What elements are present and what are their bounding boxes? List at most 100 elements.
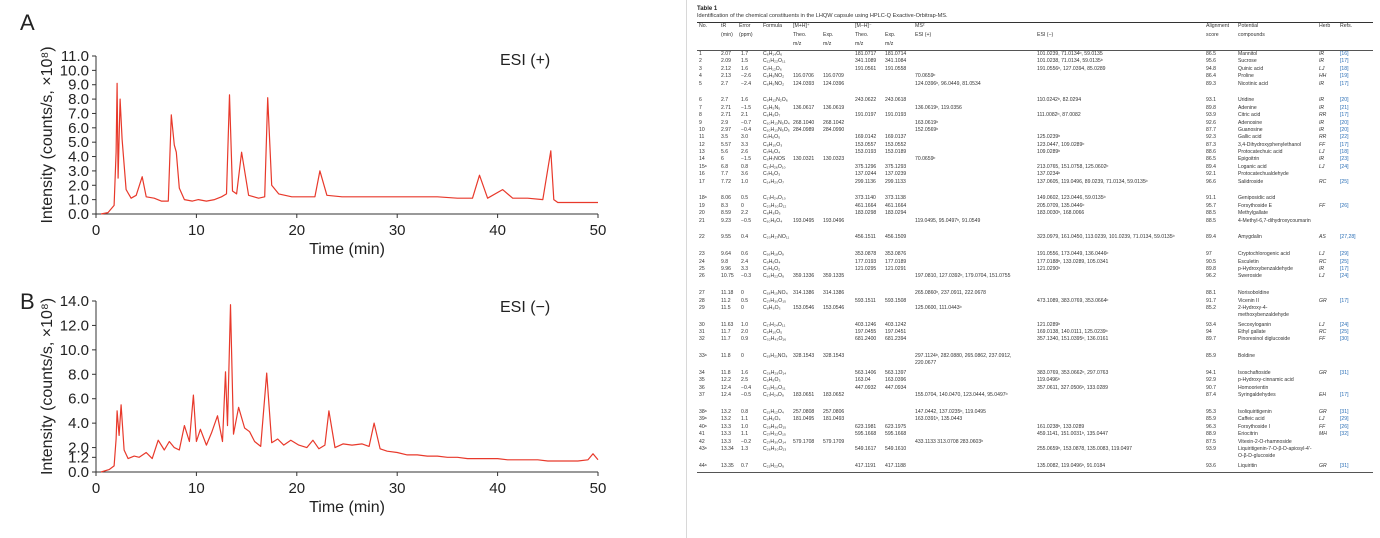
row-theo-neg: 191.0561 [855, 65, 877, 72]
row-compound: Protocatechuic acid [1238, 149, 1283, 156]
row-no: 34 [699, 370, 705, 377]
table-row: 10 2.97 −0.4 C₁₀H₁₃N₅O₅ 284.0989 284.0990 152.… [697, 127, 1373, 134]
row-herb: RC [1319, 178, 1327, 185]
row-ms2-neg: 383.0769, 353.0662ᵇ, 297.0763 [1037, 370, 1109, 377]
row-score: 89.8 [1206, 104, 1216, 111]
table-header-row-2: (min) (ppm) Theo. Exp. Theo. Exp. ESI (+… [697, 32, 1373, 41]
row-compound: Caffeic acid [1238, 416, 1265, 423]
row-tr: 13.3 [721, 431, 731, 438]
row-score: 91.1 [1206, 195, 1216, 202]
row-herb: IR [1319, 80, 1325, 87]
row-theo-neg: 447.0932 [855, 384, 877, 391]
row-error: 1.0 [741, 178, 749, 185]
row-ref: [29] [1340, 416, 1349, 423]
row-error: 0 [741, 353, 744, 360]
row-score: 93.6 [1206, 462, 1216, 469]
row-error: −0.7 [741, 119, 752, 126]
row-error: 0.4 [741, 234, 749, 241]
table-row: 34 11.8 1.6 C₂₆H₂₈O₁₄ 563.1406 563.1397 383.07… [697, 370, 1373, 377]
row-theo-pos: 328.1543 [793, 353, 815, 360]
row-exp-pos: 116.0709 [823, 73, 844, 80]
row-exp-pos: 124.0396 [823, 80, 845, 87]
row-error: −0.4 [741, 126, 752, 133]
row-tr: 3.5 [721, 134, 729, 141]
table-top-rule [697, 22, 1373, 23]
y-axis-label: Intensity (counts/s, ×10⁸) [39, 46, 56, 223]
row-formula: C₂₆H₂₈O₁₄ [763, 370, 787, 377]
ionization-mode-label: ESI (+) [500, 52, 550, 69]
row-compound: Uridine [1238, 97, 1255, 104]
row-formula: C₉H₁₀O₅ [763, 329, 783, 336]
row-ms2-neg: 191.0556, 173.0449, 136.0446ᵇ [1037, 251, 1109, 258]
row-compound: p-Hydroxy-cinnamic acid [1238, 377, 1294, 384]
row-theo-neg: 153.0557 [855, 141, 877, 148]
row-error: 1.5 [741, 58, 749, 65]
row-formula: C₂₁H₂₂O₉ [763, 462, 784, 469]
table-row: 39ᵃ 13.2 1.1 C₉H₈O₄ 181.0495 181.0493 163.0391… [697, 416, 1373, 423]
row-no: 9 [699, 119, 702, 126]
row-exp-neg: 243.0618 [885, 97, 907, 104]
row-no: 17 [699, 178, 705, 185]
row-theo-neg: 299.1136 [855, 178, 876, 185]
row-score: 93.9 [1206, 445, 1216, 452]
x-tick-label: 30 [389, 480, 406, 497]
row-score: 94 [1206, 329, 1212, 336]
y-tick-label: 0.0 [68, 464, 89, 481]
row-error: 0.9 [741, 336, 749, 343]
table-row: 6 2.7 1.6 C₉H₁₂N₂O₆ 243.0622 243.0618 110.0242… [697, 97, 1373, 104]
y-tick-label: 8.0 [68, 91, 89, 108]
row-compound: Cryptochlorogenic acid [1238, 251, 1290, 258]
row-tr: 11.2 [721, 297, 731, 304]
table-row: 20 8.59 2.2 C₈H₈O₅ 183.0298 183.0294 183.0030ᵇ… [697, 210, 1373, 217]
row-herb: LJ [1319, 149, 1325, 156]
row-formula: C₂₉H₃₆O₁₅ [763, 423, 787, 430]
row-herb: IR [1319, 156, 1325, 163]
row-tr: 13.34 [721, 445, 734, 452]
row-error: 1.3 [741, 445, 749, 452]
y-axis-label: Intensity (counts/s, ×10⁸) [39, 298, 56, 475]
row-herb: RR [1319, 112, 1327, 119]
x-tick-label: 40 [489, 480, 506, 497]
row-theo-neg: 181.0717 [855, 51, 877, 57]
row-compound: Adenosine [1238, 119, 1263, 126]
row-exp-neg: 341.1084 [885, 58, 907, 65]
table-row: 17 7.72 1.0 C₁₄H₂₀O₇ 299.1136 299.1133 137.060… [697, 179, 1373, 193]
row-theo-neg: 563.1406 [855, 370, 877, 377]
row-no: 42 [699, 438, 705, 445]
row-ms2-neg: 169.0138, 140.0111, 125.0239ᵇ [1037, 329, 1108, 336]
row-herb: FF [1319, 336, 1326, 343]
row-ms2-neg: 109.0289ᵇ [1037, 149, 1061, 156]
row-score: 92.1 [1206, 171, 1216, 178]
table-row: 4 2.13 −2.6 C₅H₉NO₂ 116.0706 116.0709 70.0659ᵇ… [697, 73, 1373, 80]
header-potential: Potential [1238, 23, 1259, 29]
row-theo-pos: 284.0989 [793, 126, 815, 133]
row-theo-neg: 183.0298 [855, 210, 877, 217]
row-theo-neg: 197.0455 [855, 329, 877, 336]
row-no: 35 [699, 377, 705, 384]
row-error: 1.6 [741, 370, 749, 377]
table-row: 12 5.57 3.3 C₈H₁₀O₃ 153.0557 153.0552 123.0447… [697, 142, 1373, 149]
row-ref: [26] [1340, 202, 1349, 209]
row-compound: Forsythoside I [1238, 423, 1270, 430]
table-title: Table 1 [697, 6, 718, 12]
row-herb: FF [1319, 423, 1326, 430]
row-exp-neg: 417.1188 [885, 462, 906, 469]
table-row: 29 11.5 0 C₈H₈O₃ 153.0546 153.0546 125.0600, 1… [697, 305, 1373, 319]
table-row: 8 2.71 2.1 C₆H₈O₇ 191.0197 191.0193 111.0082ᵇ,… [697, 112, 1373, 119]
row-exp-neg: 153.0189 [885, 149, 907, 156]
row-error: 0 [741, 202, 744, 209]
x-tick-label: 20 [288, 222, 305, 239]
row-error: 1.0 [741, 423, 749, 430]
table-row: 9 2.9 −0.7 C₁₀H₁₃N₅O₄ 268.1040 268.1042 163.06… [697, 120, 1373, 127]
table-row: 42 13.3 −0.2 C₂₇H₃₀O₁₄ 579.1708 579.1709 433.1… [697, 439, 1373, 446]
row-ref: [26] [1340, 423, 1349, 430]
row-ref: [24] [1340, 321, 1349, 328]
row-no: 25 [699, 265, 705, 272]
row-ms2-neg: 357.1340, 151.0395ᵇ, 136.0161 [1037, 336, 1109, 343]
row-score: 92.3 [1206, 134, 1216, 141]
row-tr: 11.7 [721, 329, 731, 336]
row-score: 95.3 [1206, 408, 1216, 415]
header-herb: Herb [1319, 23, 1331, 29]
row-ref: [17] [1340, 141, 1349, 148]
table-row: 25 9.96 3.3 C₇H₆O₂ 121.0295 121.0291 121.0290ᵇ… [697, 266, 1373, 273]
